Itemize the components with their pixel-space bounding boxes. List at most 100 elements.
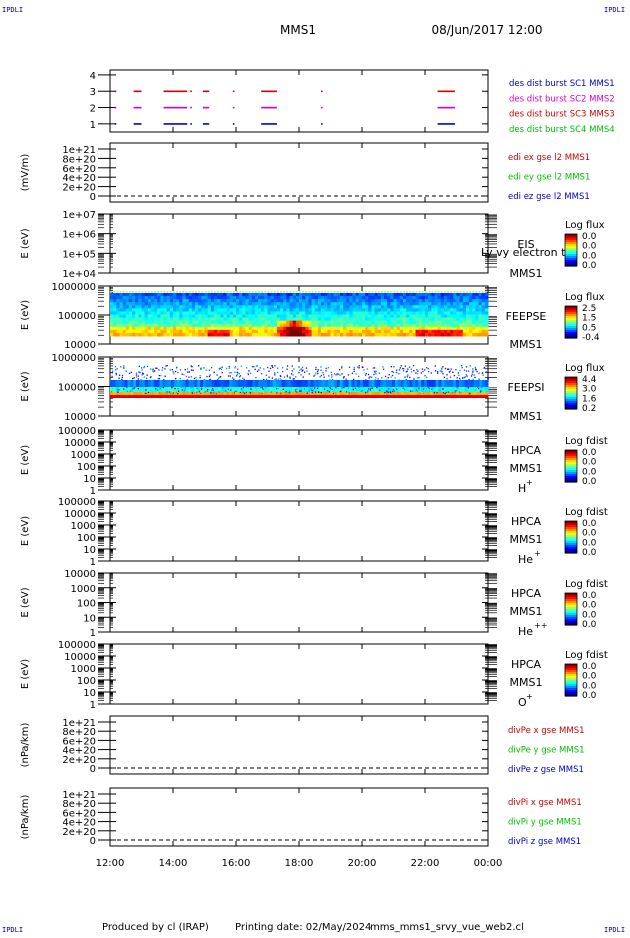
y-tick-label: 6e+20 [62,808,96,819]
spectrogram-cell [355,320,360,325]
spectrogram-cell [421,299,426,303]
spectrogram-cell [116,305,120,309]
spectrogram-cell [374,387,379,392]
spectrogram-cell [176,305,180,309]
spectrogram-cell [283,320,287,325]
spectrogram-cell [456,323,461,328]
spectrogram-cell [348,380,352,387]
spectrogram-cell [182,392,187,395]
y-tick-label: 1e+05 [62,249,96,260]
spectrogram-cell [132,320,136,325]
spectrogram-cell [163,314,168,319]
spectrogram-cell [330,395,335,398]
spectrogram-cell [242,323,246,328]
spectrogram-cell [182,311,187,315]
spectrogram-cell [387,317,391,322]
spectrogram-dot [198,390,201,393]
spectrogram-cell [465,308,470,312]
spectrogram-cell [437,326,442,331]
spectrogram-dot [240,365,243,367]
spectrogram-cell [276,323,281,328]
spectrogram-cell [242,302,246,306]
spectrogram-dot [227,388,229,390]
spectrogram-cell [425,320,429,325]
spectrogram-cell [173,380,178,387]
spectrogram-cell [397,380,402,387]
spectrogram-dot [460,365,463,367]
spectrogram-cell [343,314,347,319]
spectrogram-cell [365,332,369,337]
spectrogram-cell [352,291,355,293]
spectrogram-cell [479,387,483,392]
spectrogram-cell [333,332,338,337]
spectrogram-cell [195,323,199,328]
spectrogram-cell [352,296,357,300]
colorbar-tick-label: 0.0 [582,681,597,691]
spectrogram-cell [179,329,183,334]
spectrogram-cell [380,320,385,325]
y-tick-label: 1000 [71,521,96,532]
colorbar-cell [565,595,577,598]
spectrogram-cell [232,317,237,322]
spectrogram-cell [159,392,163,395]
spectrogram-cell [113,314,117,319]
spectrogram-cell [396,326,401,331]
spectrogram-cell [362,311,366,315]
spectrogram-cell [157,311,161,315]
spectrogram-dot [348,392,351,394]
spectrogram-cell [229,326,234,331]
spectrogram-cell [243,380,248,387]
spectrogram-cell [239,299,243,303]
spectrogram-cell [469,317,473,322]
spectrogram-cell [447,323,451,328]
spectrogram-cell [280,305,284,309]
spectrogram-cell [339,380,344,387]
colorbar-frame [564,449,578,483]
spectrogram-cell [355,305,360,309]
spectrogram-dot [174,370,177,373]
spectrogram-cell [201,320,205,325]
spectrogram-cell [371,332,376,337]
spectrogram-cell [437,302,442,306]
spectrogram-cell [235,380,239,387]
spectrogram-dot [217,379,219,381]
spectrogram-dot [407,374,409,376]
spectrogram-cell [280,291,282,293]
spectrogram-cell [258,392,262,395]
spectrogram-dot [172,392,175,394]
spectrogram-cell [280,326,284,331]
spectrogram-cell [207,299,212,303]
spectrogram-cell [229,302,234,306]
spectrogram-dot [288,390,291,392]
spectrogram-cell [302,326,306,331]
spectrogram-cell [232,305,237,309]
spectrogram-cell [197,380,201,387]
spectrogram-cell [191,296,196,300]
spectrogram-cell [220,323,224,328]
spectrogram-cell [245,299,250,303]
spectrogram-cell [434,296,439,300]
spectrogram-cell [173,299,177,303]
spectrogram-cell [396,299,401,303]
spectrogram-cell [349,293,354,297]
spectrogram-cell [444,395,448,398]
spectrogram-cell [469,305,473,309]
spectrogram-cell [330,317,335,322]
spectrogram-cell [400,387,405,392]
spectrogram-cell [198,317,202,322]
spectrogram-cell [314,291,317,293]
spectrogram-cell [476,380,480,387]
colorbar-cell [565,458,577,461]
spectrogram-cell [368,329,372,334]
legend-entry: edi ey gse l2 MMS1 [508,173,590,183]
y-axis-label: E (eV) [20,228,31,258]
spectrogram-cell [116,293,120,297]
spectrogram-cell [261,329,265,334]
spectrogram-cell [272,392,277,395]
spectrogram-cell [166,314,171,319]
spectrogram-cell [409,320,413,325]
spectrogram-cell [368,299,372,303]
spectrogram-cell [163,293,168,297]
spectrogram-cell [245,302,250,306]
spectrogram-cell [195,299,199,303]
